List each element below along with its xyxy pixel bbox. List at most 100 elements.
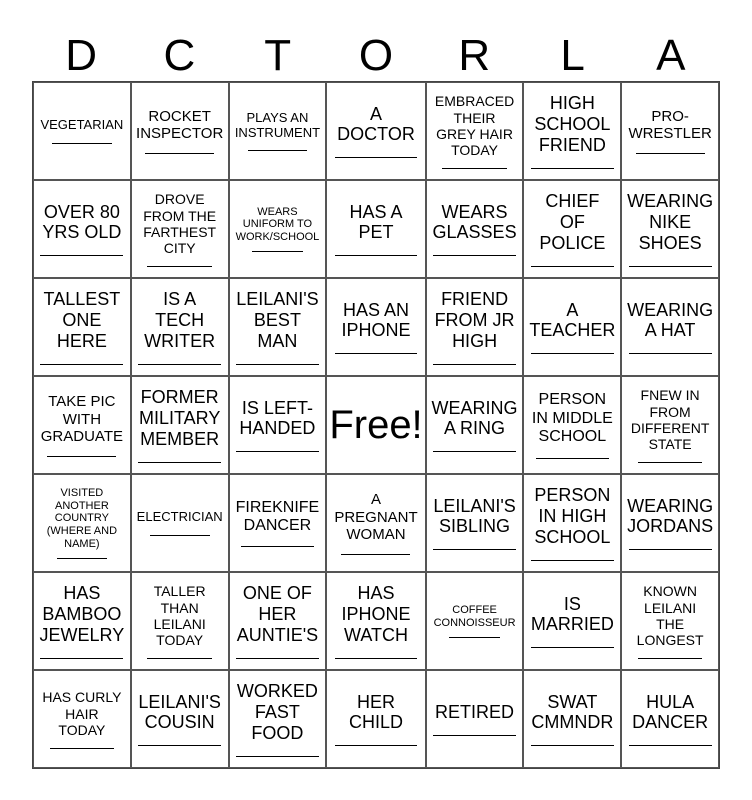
cell-text: PRO- WRESTLER: [628, 108, 712, 143]
cell-text: IS LEFT- HANDED: [239, 397, 316, 439]
cell-text: WEARING A RING: [431, 397, 518, 439]
bingo-cell[interactable]: IS LEFT- HANDED: [228, 376, 327, 474]
signature-line: [147, 657, 212, 659]
bingo-cell[interactable]: VISITED ANOTHER COUNTRY (WHERE AND NAME): [33, 474, 131, 572]
bingo-cell[interactable]: A PREGNANT WOMAN: [326, 474, 426, 572]
bingo-cell[interactable]: A DOCTOR: [326, 82, 426, 180]
signature-line: [628, 549, 712, 551]
cell-text: FRIEND FROM JR HIGH: [434, 289, 515, 351]
bingo-cell[interactable]: WEARS UNIFORM TO WORK/SCHOOL: [228, 180, 327, 278]
signature-line: [40, 657, 124, 659]
bingo-cell[interactable]: A TEACHER: [523, 278, 622, 376]
cell-text: IS MARRIED: [530, 593, 614, 635]
cell-text: A TEACHER: [529, 299, 616, 341]
bingo-cell[interactable]: FRIEND FROM JR HIGH: [425, 278, 524, 376]
cell-text: A PREGNANT WOMAN: [334, 491, 418, 543]
signature-line: [145, 153, 215, 154]
bingo-cell[interactable]: DROVE FROM THE FARTHEST CITY: [130, 180, 229, 278]
cell-text: RETIRED: [435, 701, 515, 722]
cell-text: VEGETARIAN: [40, 117, 124, 133]
bingo-cell[interactable]: HAS BAMBOO JEWELRY: [33, 572, 131, 670]
signature-line: [334, 657, 418, 659]
cell-text: FNEW IN FROM DIFFERENT STATE: [630, 387, 710, 452]
bingo-cell[interactable]: HIGH SCHOOL FRIEND: [523, 82, 622, 180]
bingo-cell[interactable]: IS MARRIED: [523, 572, 622, 670]
cell-text: ONE OF HER AUNTIE'S: [236, 583, 319, 645]
bingo-cell[interactable]: LEILANI'S SIBLING: [425, 474, 524, 572]
signature-line: [47, 455, 117, 457]
header-letter: O: [358, 31, 394, 80]
bingo-cell[interactable]: PRO- WRESTLER: [621, 82, 719, 180]
cell-text: FORMER MILITARY MEMBER: [138, 387, 221, 449]
cell-text: EMBRACED THEIR GREY HAIR TODAY: [434, 93, 515, 158]
bingo-cell[interactable]: FORMER MILITARY MEMBER: [130, 376, 229, 474]
signature-line: [138, 745, 222, 747]
bingo-cell[interactable]: WORKED FAST FOOD: [228, 670, 327, 768]
signature-line: [236, 755, 319, 757]
bingo-cell[interactable]: IS A TECH WRITER: [130, 278, 229, 376]
signature-line: [628, 353, 712, 355]
cell-text: LEILANI'S BEST MAN: [236, 289, 319, 351]
bingo-cell[interactable]: COFFEE CONNOISSEUR: [425, 572, 524, 670]
cell-text: IS A TECH WRITER: [144, 289, 216, 351]
bingo-cell[interactable]: LEILANI'S COUSIN: [130, 670, 229, 768]
bingo-cell[interactable]: WEARING A HAT: [621, 278, 719, 376]
bingo-cell[interactable]: FNEW IN FROM DIFFERENT STATE: [621, 376, 719, 474]
bingo-cell[interactable]: OVER 80 YRS OLD: [33, 180, 131, 278]
bingo-cell[interactable]: PERSON IN HIGH SCHOOL: [523, 474, 622, 572]
signature-line: [637, 657, 703, 659]
cell-text: COFFEE CONNOISSEUR: [433, 604, 516, 629]
bingo-cell[interactable]: WEARING NIKE SHOES: [621, 180, 719, 278]
cell-text: ROCKET INSPECTOR: [136, 108, 224, 143]
cell-text: Free!: [329, 403, 423, 447]
bingo-cell[interactable]: PLAYS AN INSTRUMENT: [228, 82, 327, 180]
header-letter: R: [458, 31, 491, 80]
signature-line: [149, 534, 210, 536]
signature-line: [341, 553, 411, 555]
bingo-cell[interactable]: LEILANI'S BEST MAN: [228, 278, 327, 376]
bingo-cell[interactable]: SWAT CMMNDR: [523, 670, 622, 768]
signature-line: [334, 157, 418, 159]
bingo-cell[interactable]: PERSON IN MIDDLE SCHOOL: [523, 376, 622, 474]
bingo-cell[interactable]: FIREKNIFE DANCER: [228, 474, 327, 572]
cell-text: WORKED FAST FOOD: [236, 681, 318, 743]
signature-line: [442, 167, 507, 169]
bingo-cell[interactable]: ONE OF HER AUNTIE'S: [228, 572, 327, 670]
bingo-cell[interactable]: HAS IPHONE WATCH: [326, 572, 426, 670]
bingo-cell[interactable]: CHIEF OF POLICE: [523, 180, 622, 278]
bingo-cell[interactable]: HAS A PET: [326, 180, 426, 278]
bingo-cell[interactable]: WEARS GLASSES: [425, 180, 524, 278]
cell-text: HAS BAMBOO JEWELRY: [39, 583, 125, 645]
cell-text: KNOWN LEILANI THE LONGEST: [636, 583, 704, 648]
cell-text: WEARING JORDANS: [627, 495, 714, 537]
bingo-cell[interactable]: HAS CURLY HAIR TODAY: [33, 670, 131, 768]
cell-text: LEILANI'S SIBLING: [433, 495, 516, 537]
bingo-cell[interactable]: HER CHILD: [326, 670, 426, 768]
cell-text: HER CHILD: [348, 691, 403, 733]
bingo-cell[interactable]: TALLER THAN LEILANI TODAY: [130, 572, 229, 670]
cell-text: WEARING NIKE SHOES: [627, 191, 714, 253]
bingo-cell[interactable]: TALLEST ONE HERE: [33, 278, 131, 376]
signature-line: [433, 735, 516, 737]
cell-text: PLAYS AN INSTRUMENT: [234, 110, 321, 140]
free-space-cell[interactable]: Free!: [326, 376, 426, 474]
bingo-cell[interactable]: EMBRACED THEIR GREY HAIR TODAY: [425, 82, 524, 180]
signature-line: [449, 636, 500, 638]
signature-line: [628, 745, 712, 747]
cell-text: OVER 80 YRS OLD: [42, 201, 122, 243]
cell-text: PERSON IN HIGH SCHOOL: [534, 485, 611, 547]
bingo-cell[interactable]: HAS AN IPHONE: [326, 278, 426, 376]
cell-text: TAKE PIC WITH GRADUATE: [40, 393, 123, 445]
bingo-card-grid: VEGETARIAN ROCKET INSPECTOR PLAYS AN INSTR…: [32, 81, 720, 769]
bingo-cell[interactable]: KNOWN LEILANI THE LONGEST: [621, 572, 719, 670]
cell-text: WEARING A HAT: [627, 299, 714, 341]
signature-line: [236, 363, 319, 365]
bingo-cell[interactable]: ROCKET INSPECTOR: [130, 82, 229, 180]
bingo-cell[interactable]: VEGETARIAN: [33, 82, 131, 180]
bingo-cell[interactable]: WEARING JORDANS: [621, 474, 719, 572]
bingo-cell[interactable]: HULA DANCER: [621, 670, 719, 768]
bingo-cell[interactable]: RETIRED: [425, 670, 524, 768]
bingo-cell[interactable]: ELECTRICIAN: [130, 474, 229, 572]
bingo-cell[interactable]: WEARING A RING: [425, 376, 524, 474]
bingo-cell[interactable]: TAKE PIC WITH GRADUATE: [33, 376, 131, 474]
